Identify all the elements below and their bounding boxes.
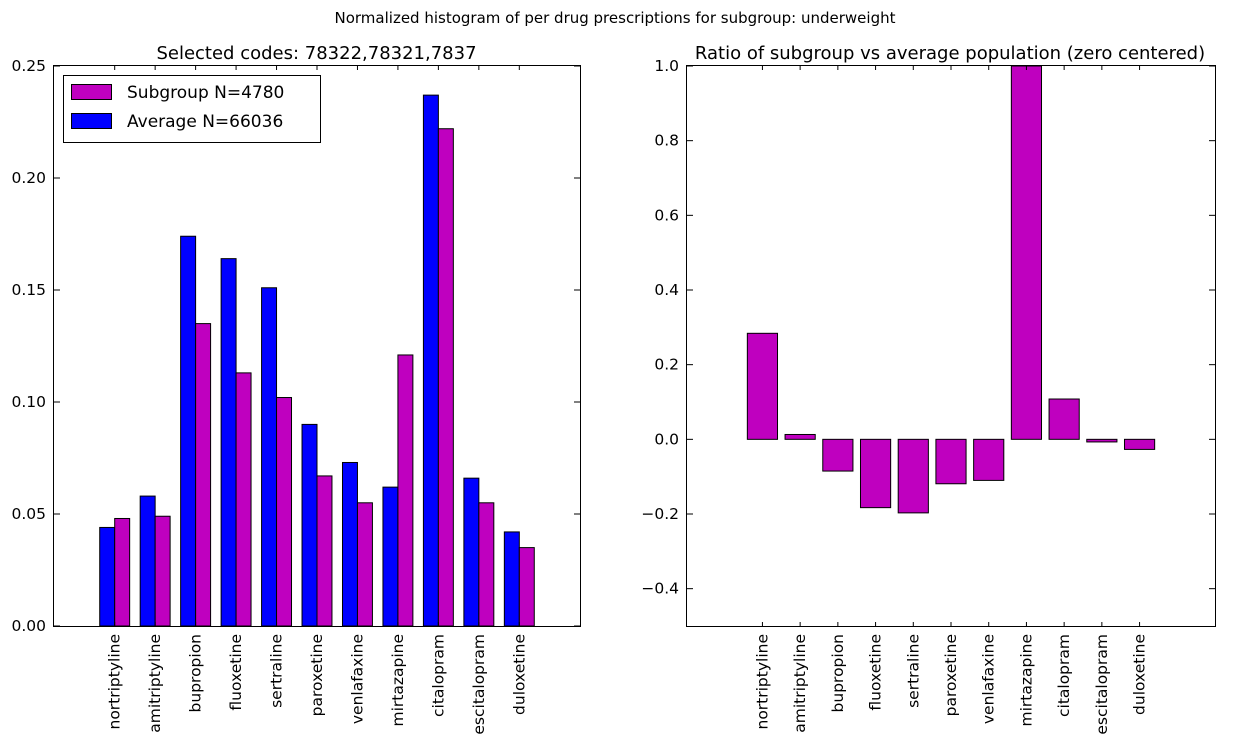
bar-ratio-sertraline [897,438,929,514]
y-tick-label: −0.4 [641,580,679,598]
x-tick-label-mirtazapine: mirtazapine [1017,634,1035,727]
y-tick-label: 0.20 [11,169,46,187]
y-tick-label: 0.6 [654,206,679,224]
y-tick-label: 0.8 [654,132,679,150]
legend: Subgroup N=4780 Average N=66036 [63,75,321,143]
bar-ratio-mirtazapine [1010,65,1043,440]
bar-subgroup-amitriptyline [154,515,171,627]
x-tick-label-citalopram: citalopram [1055,634,1073,717]
bar-average-paroxetine [301,423,318,627]
y-tick-label: 0.00 [11,617,46,635]
ratio-plot-frame [686,65,1216,627]
x-tick-label-venlafaxine: venlafaxine [980,634,998,724]
bar-subgroup-fluoxetine [235,372,252,627]
histogram-plot-frame [53,65,581,627]
bar-subgroup-duloxetine [518,547,535,627]
x-tick-label-duloxetine: duloxetine [1131,634,1149,715]
bar-average-venlafaxine [341,461,358,627]
x-tick-label-bupropion: bupropion [187,634,205,712]
bar-ratio-venlafaxine [973,438,1005,481]
x-tick-label-fluoxetine: fluoxetine [227,634,245,711]
bar-ratio-amitriptyline [784,433,816,440]
bar-average-fluoxetine [220,258,237,627]
ratio-bars [746,65,1156,514]
bar-ratio-citalopram [1048,398,1080,440]
x-tick-label-citalopram: citalopram [429,634,447,717]
legend-swatch-average [71,113,112,129]
bar-subgroup-bupropion [195,323,212,627]
y-tick-label: 0.2 [654,356,679,374]
x-tick-label-sertraline: sertraline [268,634,286,708]
ratio-chart: Ratio of subgroup vs average population … [641,43,1216,735]
x-tick-label-escitalopram: escitalopram [1093,634,1111,735]
bar-subgroup-sertraline [276,397,293,627]
histogram-chart: Selected codes: 78322,78321,7837 0.000.0… [11,43,581,735]
bar-ratio-paroxetine [935,438,967,485]
x-tick-label-venlafaxine: venlafaxine [348,634,366,724]
histogram-chart-title: Selected codes: 78322,78321,7837 [156,43,476,64]
bar-average-amitriptyline [139,495,156,627]
bar-ratio-bupropion [822,438,854,472]
y-tick-label: 1.0 [654,57,679,75]
x-tick-label-nortriptyline: nortriptyline [753,634,771,730]
histogram-bars [99,94,535,627]
x-tick-label-duloxetine: duloxetine [510,634,528,715]
bar-subgroup-escitalopram [478,502,495,627]
bar-average-mirtazapine [382,486,399,627]
x-tick-label-fluoxetine: fluoxetine [867,634,885,711]
histogram-x-axis: nortriptyline amitriptyline bupropion fluox… [106,66,528,735]
bar-ratio-nortriptyline [746,332,779,440]
y-tick-label: 0.10 [11,393,46,411]
y-tick-label: 0.05 [11,505,46,523]
legend-label-average: Average N=66036 [127,112,283,132]
bar-average-duloxetine [503,531,520,627]
legend-label-subgroup: Subgroup N=4780 [127,83,284,103]
x-tick-label-mirtazapine: mirtazapine [389,634,407,727]
bar-ratio-duloxetine [1123,438,1156,450]
ratio-chart-title: Ratio of subgroup vs average population … [695,43,1205,64]
bar-ratio-escitalopram [1086,438,1118,443]
figure-title: Normalized histogram of per drug prescri… [335,9,896,27]
bar-average-nortriptyline [99,526,116,627]
histogram-y-axis: 0.00 0.05 0.10 0.15 0.20 0.25 [11,57,580,635]
bar-average-sertraline [261,287,278,627]
x-tick-label-amitriptyline: amitriptyline [146,634,164,733]
y-tick-label: −0.2 [641,505,679,523]
bar-average-escitalopram [463,477,480,627]
x-tick-label-sertraline: sertraline [904,634,922,708]
y-tick-label: 0.15 [11,281,46,299]
y-tick-label: 0.0 [654,430,679,448]
ratio-x-axis: nortriptyline amitriptyline bupropion fluox… [753,66,1149,735]
x-tick-label-amitriptyline: amitriptyline [791,634,809,733]
bar-average-citalopram [422,94,439,627]
bar-subgroup-paroxetine [316,475,333,627]
bar-subgroup-nortriptyline [114,517,131,627]
ratio-y-axis: −0.4 −0.2 0.0 0.2 0.4 0.6 0.8 1.0 [641,57,1215,598]
legend-swatch-subgroup [71,84,112,100]
x-tick-label-escitalopram: escitalopram [470,634,488,735]
x-tick-label-paroxetine: paroxetine [942,634,960,716]
bar-subgroup-mirtazapine [397,354,414,627]
x-tick-label-bupropion: bupropion [829,634,847,712]
y-tick-label: 0.25 [11,57,46,75]
y-tick-label: 0.4 [654,281,679,299]
bar-subgroup-citalopram [437,128,454,627]
x-tick-label-paroxetine: paroxetine [308,634,326,716]
bar-subgroup-venlafaxine [356,502,373,627]
bar-average-bupropion [180,235,197,627]
x-tick-label-nortriptyline: nortriptyline [106,634,124,730]
bar-ratio-fluoxetine [859,438,892,509]
